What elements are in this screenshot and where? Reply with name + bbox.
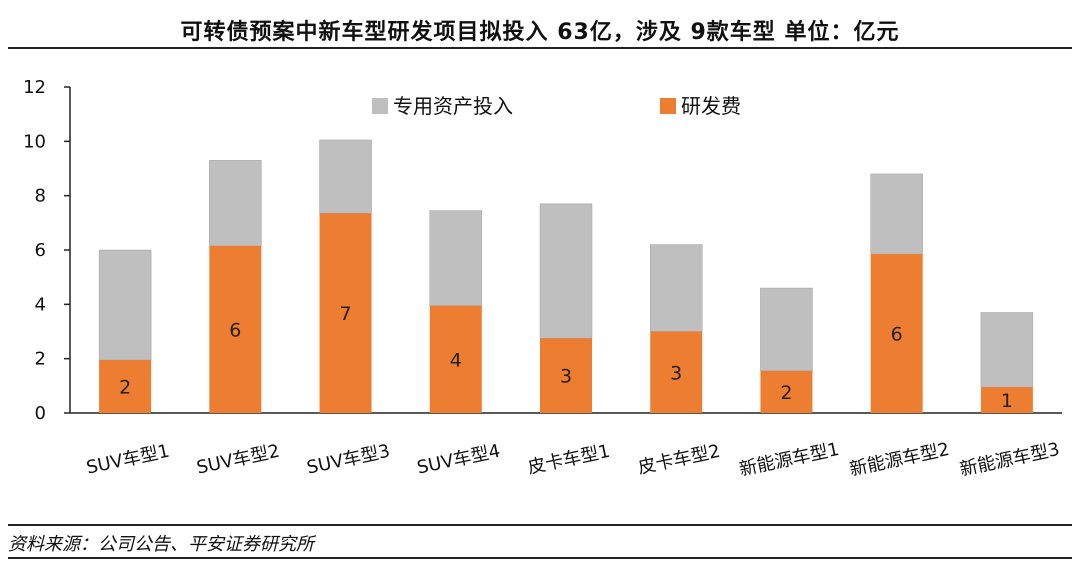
- bar-segment-专用资产投入: [980, 312, 1034, 388]
- bar-segment-专用资产投入: [760, 287, 813, 372]
- bar-segment-专用资产投入: [98, 249, 152, 361]
- data-label: 7: [340, 303, 352, 325]
- legend-label: 研发费: [681, 94, 741, 118]
- y-tick-label: 8: [35, 186, 46, 207]
- x-tick-label: SUV车型1: [85, 441, 172, 479]
- bar-segment-研发费: [980, 387, 1033, 413]
- y-tick-label: 6: [35, 240, 46, 261]
- bar-segment-研发费: [650, 331, 703, 413]
- bar-segment-研发费: [99, 360, 152, 413]
- x-tick-label: SUV车型2: [195, 441, 282, 479]
- x-tick-label: 新能源车型3: [958, 439, 1062, 481]
- data-label: 1: [1001, 390, 1013, 412]
- bar-segment-研发费: [540, 338, 592, 413]
- bar-segment-研发费: [429, 305, 482, 413]
- data-label: 2: [119, 377, 131, 399]
- source-divider: [8, 524, 1072, 526]
- x-tick-label: 皮卡车型2: [636, 441, 722, 479]
- title-underline: [8, 47, 1072, 49]
- bar-segment-研发费: [870, 254, 923, 413]
- bar-segment-专用资产投入: [539, 203, 593, 339]
- data-label: 3: [560, 366, 572, 388]
- bar-segment-研发费: [760, 370, 813, 413]
- data-label: 3: [670, 362, 682, 384]
- bar-segment-专用资产投入: [319, 139, 372, 214]
- data-label: 6: [229, 319, 241, 341]
- data-label: 4: [450, 349, 462, 371]
- x-tick-label: SUV车型4: [415, 441, 502, 479]
- bottom-rule: [8, 557, 1072, 559]
- bar-segment-专用资产投入: [649, 244, 703, 332]
- x-tick-label: 皮卡车型1: [526, 441, 612, 479]
- legend-swatch: [372, 98, 388, 114]
- x-tick-label: SUV车型3: [305, 441, 392, 479]
- bar-segment-专用资产投入: [209, 160, 262, 247]
- bar-segment-研发费: [319, 213, 372, 413]
- data-label: 6: [891, 324, 903, 346]
- legend-label: 专用资产投入: [393, 94, 513, 118]
- y-tick-label: 4: [35, 294, 46, 315]
- bar-segment-研发费: [209, 245, 262, 413]
- source-note: 资料来源：公司公告、平安证券研究所: [8, 534, 314, 555]
- bar-segment-专用资产投入: [429, 210, 483, 306]
- y-tick-label: 2: [35, 349, 46, 370]
- y-tick-label: 10: [23, 131, 46, 152]
- x-tick-label: 新能源车型2: [848, 439, 952, 481]
- x-tick-label: 新能源车型1: [737, 439, 841, 481]
- legend-swatch: [660, 98, 676, 114]
- y-tick-label: 0: [35, 403, 46, 424]
- chart-title: 可转债预案中新车型研发项目拟投入 63亿，涉及 9款车型 单位：亿元: [180, 20, 900, 45]
- y-tick-label: 12: [23, 77, 46, 98]
- data-label: 2: [780, 382, 792, 404]
- bar-segment-专用资产投入: [870, 173, 923, 255]
